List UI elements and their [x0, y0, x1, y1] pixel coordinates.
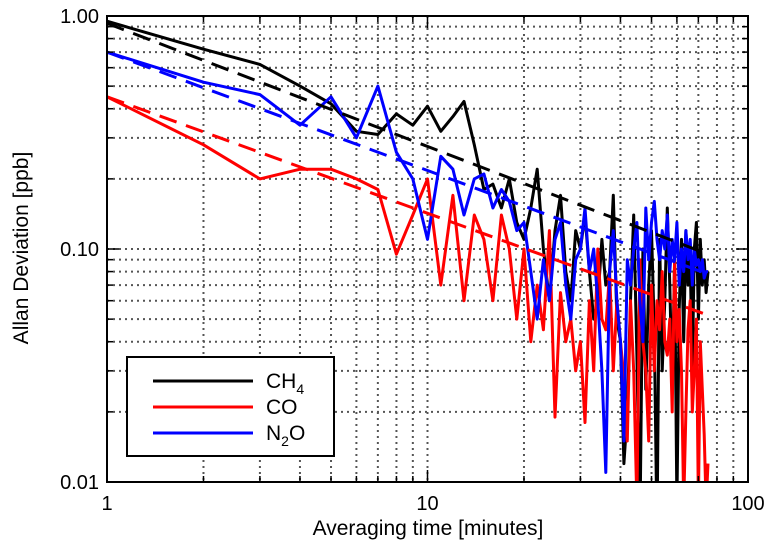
legend-label-n2o-tail: O — [289, 422, 305, 445]
x-tick-label: 10 — [416, 493, 438, 515]
legend-label-co: CO — [266, 396, 298, 419]
fit-line-black — [107, 21, 709, 256]
legend-label-ch4: CH4 — [266, 370, 304, 397]
data-line-blue — [107, 50, 708, 474]
x-tick-label: 100 — [731, 493, 764, 515]
y-tick-label: 1.00 — [60, 6, 99, 28]
legend-label-co-main: CO — [266, 396, 298, 419]
tick-labels: 1 10 100 0.01 0.10 1.00 — [60, 6, 765, 515]
x-tick-label: 1 — [101, 493, 112, 515]
data-line-black — [107, 19, 710, 482]
legend-label-ch4-sub: 4 — [296, 381, 304, 397]
y-tick-label: 0.10 — [60, 239, 99, 261]
y-tick-label: 0.01 — [60, 472, 99, 494]
legend-label-ch4-main: CH — [266, 370, 296, 393]
x-axis-title: Averaging time [minutes] — [313, 517, 544, 540]
legend: CH4 CO N2O — [126, 356, 335, 457]
y-axis-title: Allan Deviation [ppb] — [10, 152, 33, 345]
legend-label-n2o-main: N — [266, 422, 281, 445]
tick-marks — [106, 15, 749, 483]
series-layer — [107, 19, 710, 482]
legend-label-n2o: N2O — [266, 422, 305, 449]
legend-label-n2o-sub: 2 — [281, 433, 289, 449]
data-line-red — [107, 95, 710, 482]
fit-line-blue — [107, 50, 709, 276]
fit-line-red — [107, 95, 709, 317]
